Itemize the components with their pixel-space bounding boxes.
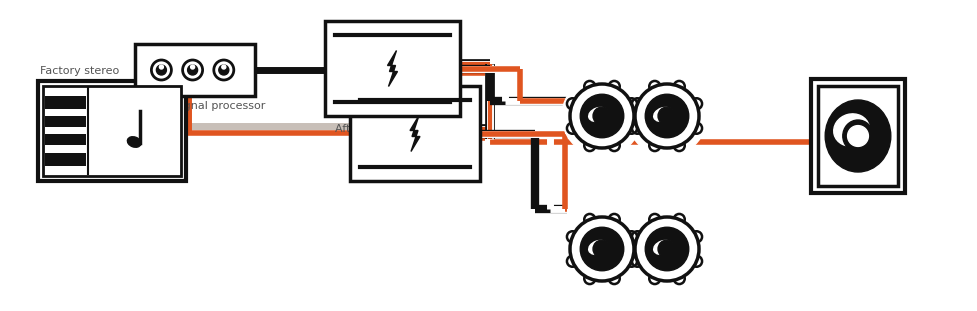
Circle shape [634,217,699,281]
Circle shape [625,231,636,242]
Circle shape [673,81,684,92]
Circle shape [191,65,194,69]
Circle shape [562,76,641,156]
Circle shape [592,240,611,258]
Circle shape [631,98,642,109]
Circle shape [567,256,577,267]
Circle shape [579,227,623,271]
Circle shape [583,81,595,92]
Circle shape [691,231,701,242]
Bar [350,86,480,181]
Circle shape [570,84,633,148]
Polygon shape [387,50,397,86]
Circle shape [658,107,675,125]
Circle shape [608,214,619,225]
Circle shape [649,81,659,92]
Circle shape [583,273,595,284]
Bar [324,21,459,116]
Bar [817,86,897,186]
Circle shape [673,273,684,284]
Circle shape [626,76,706,156]
Circle shape [592,107,611,125]
Circle shape [159,65,163,69]
Circle shape [219,65,229,75]
Circle shape [583,214,595,225]
Circle shape [673,214,684,225]
Circle shape [188,65,197,75]
Circle shape [649,273,659,284]
Circle shape [608,273,619,284]
Circle shape [156,65,166,75]
Ellipse shape [127,137,141,147]
Circle shape [673,140,684,151]
Circle shape [625,256,636,267]
Ellipse shape [832,114,869,146]
Circle shape [570,217,633,281]
Circle shape [183,60,202,80]
Bar [135,44,255,96]
Bar [45,116,86,127]
Ellipse shape [653,107,672,121]
Circle shape [214,60,234,80]
Circle shape [691,256,701,267]
Circle shape [847,126,868,146]
Circle shape [151,60,171,80]
Ellipse shape [588,107,607,121]
Circle shape [649,140,659,151]
Polygon shape [409,115,419,151]
Circle shape [567,231,577,242]
Text: Aftermarket amp: Aftermarket amp [335,124,429,134]
Circle shape [567,98,577,109]
Circle shape [631,231,642,242]
Circle shape [645,227,688,271]
Circle shape [658,240,675,258]
Text: Digital signal processor: Digital signal processor [135,101,265,111]
Circle shape [625,98,636,109]
Text: Factory stereo: Factory stereo [40,66,119,76]
Bar [43,86,181,176]
Ellipse shape [588,240,607,254]
Circle shape [567,123,577,134]
Circle shape [222,65,226,69]
Bar [45,96,86,109]
Circle shape [645,94,688,138]
Bar [810,79,904,193]
Ellipse shape [825,100,890,172]
Circle shape [649,214,659,225]
Bar [45,134,86,145]
Circle shape [583,140,595,151]
Circle shape [562,209,641,289]
Circle shape [625,123,636,134]
Circle shape [608,81,619,92]
Bar [45,153,86,166]
Circle shape [579,94,623,138]
Ellipse shape [653,240,672,254]
Bar [38,81,186,181]
Circle shape [631,123,642,134]
Circle shape [626,209,706,289]
Circle shape [691,123,701,134]
Ellipse shape [842,120,872,152]
Circle shape [691,98,701,109]
Text: Factory amp: Factory amp [352,71,420,81]
Circle shape [634,84,699,148]
Circle shape [608,140,619,151]
Circle shape [631,256,642,267]
